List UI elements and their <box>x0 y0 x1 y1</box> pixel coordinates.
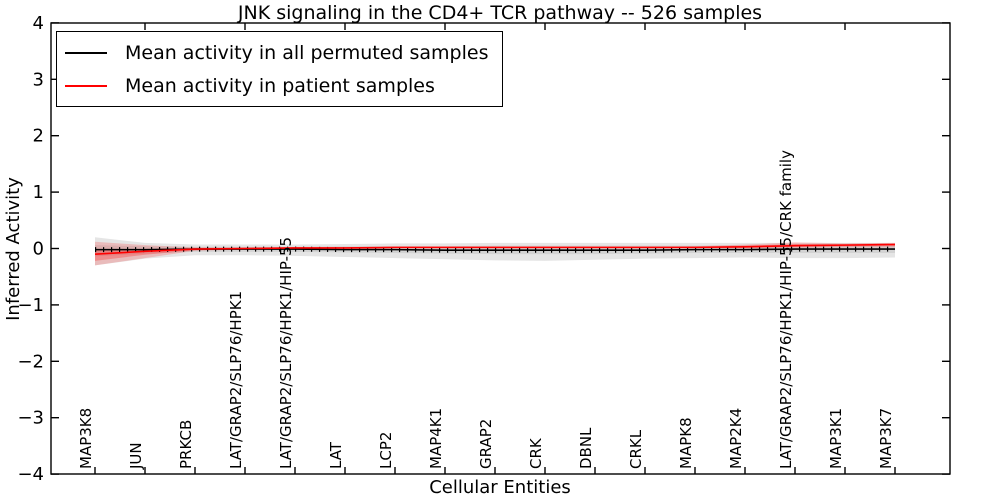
y-axis-label: Inferred Activity <box>3 177 24 321</box>
legend-label: Mean activity in all permuted samples <box>125 41 489 64</box>
x-tick-label: LAT/GRAP2/SLP76/HPK1/HIP-55/CRK family <box>777 150 795 469</box>
y-tick-label: 3 <box>33 69 44 90</box>
chart-title: JNK signaling in the CD4+ TCR pathway --… <box>237 2 763 24</box>
x-tick-label: MAP4K1 <box>427 408 445 469</box>
y-tick-label: −3 <box>17 408 44 429</box>
x-tick-label: LAT <box>327 441 345 469</box>
x-tick-label: MAP2K4 <box>727 408 745 469</box>
x-tick-label: DBNL <box>577 427 595 469</box>
x-tick-label: LAT/GRAP2/SLP76/HPK1/HIP-55 <box>277 237 295 469</box>
y-tick-label: −1 <box>17 295 44 316</box>
x-tick-label: MAP3K7 <box>877 408 895 469</box>
legend-line-sample-red <box>65 84 107 87</box>
legend: Mean activity in all permuted samples Me… <box>56 31 504 107</box>
y-tick-label: 4 <box>33 13 44 34</box>
y-tick-label: −4 <box>17 464 44 485</box>
x-tick-label: MAP3K8 <box>77 408 95 469</box>
x-tick-label: MAPK8 <box>677 417 695 469</box>
y-tick-label: 1 <box>33 182 44 203</box>
y-tick-label: −2 <box>17 351 44 372</box>
legend-item-patient: Mean activity in patient samples <box>65 72 488 99</box>
y-tick-label: 2 <box>33 126 44 147</box>
x-tick-label: CRK <box>527 437 545 469</box>
y-tick-label: 0 <box>33 239 44 260</box>
series-line <box>94 243 896 255</box>
x-tick-label: GRAP2 <box>477 419 495 469</box>
x-tick-label: MAP3K1 <box>827 408 845 469</box>
x-tick-label: PRKCB <box>177 420 195 469</box>
x-tick-label: LAT/GRAP2/SLP76/HPK1 <box>227 291 245 469</box>
legend-line-sample-black <box>65 51 107 54</box>
x-tick-label: LCP2 <box>377 432 395 469</box>
x-axis-label: Cellular Entities <box>429 477 571 498</box>
x-tick-label: JUN <box>127 442 145 470</box>
x-tick-label: CRKL <box>627 429 645 469</box>
legend-item-permuted: Mean activity in all permuted samples <box>65 39 488 66</box>
series-tick-markers <box>95 246 895 253</box>
legend-label: Mean activity in patient samples <box>125 74 435 97</box>
